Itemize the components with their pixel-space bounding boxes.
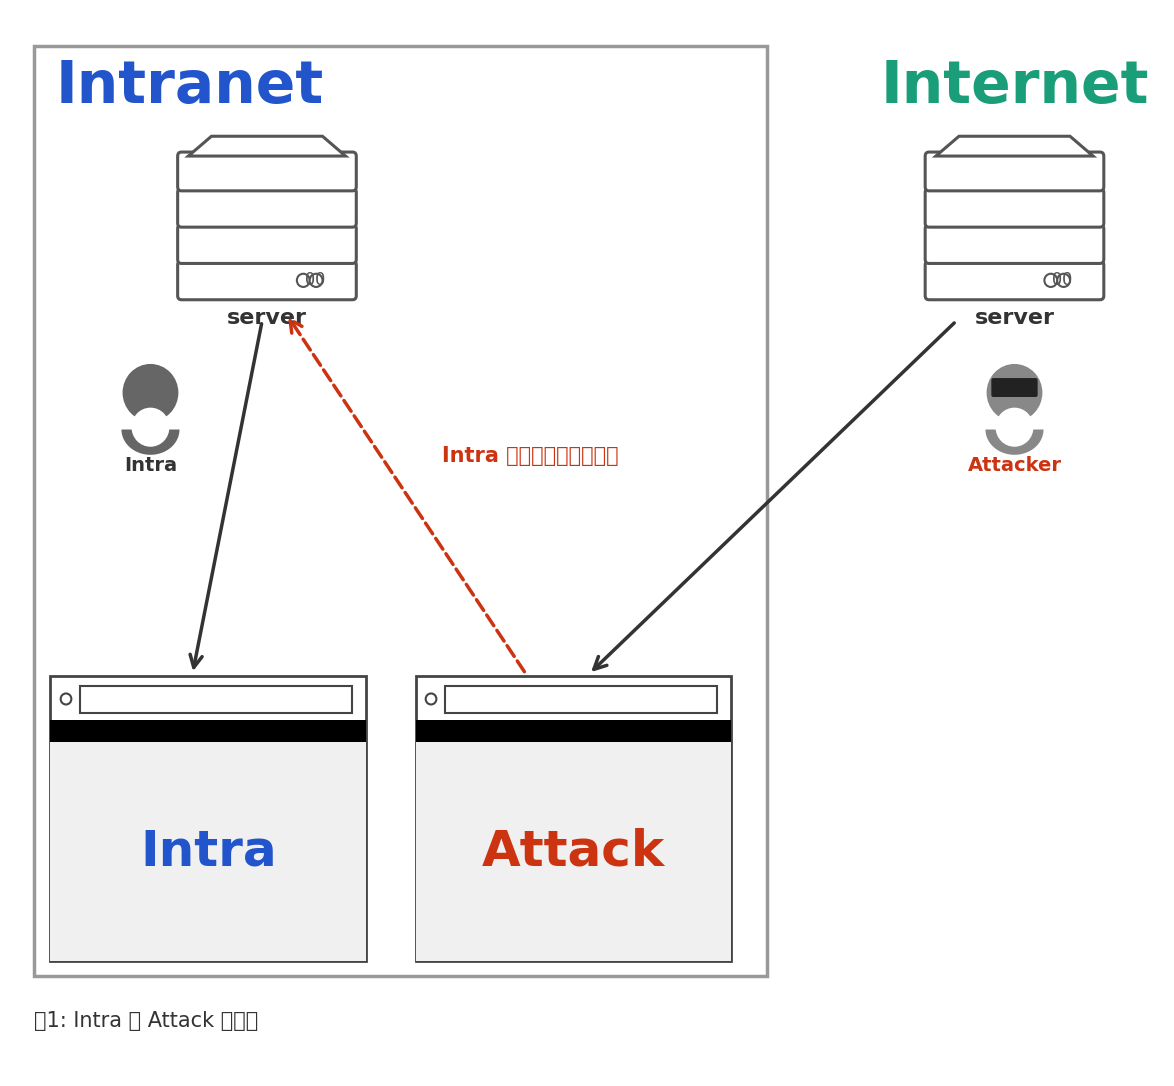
FancyBboxPatch shape — [925, 261, 1104, 300]
Bar — [416, 720, 731, 742]
Circle shape — [122, 364, 178, 421]
Text: Intra の情報を狙っている: Intra の情報を狙っている — [441, 446, 619, 466]
Bar — [416, 675, 731, 961]
Text: 図1: Intra と Attack の構成: 図1: Intra と Attack の構成 — [34, 1011, 258, 1031]
Circle shape — [61, 694, 72, 705]
Text: Intra: Intra — [124, 456, 177, 475]
FancyBboxPatch shape — [991, 378, 1038, 397]
Text: server: server — [227, 308, 306, 328]
Circle shape — [131, 407, 169, 446]
Text: server: server — [974, 308, 1054, 328]
Bar — [50, 720, 366, 742]
Bar — [34, 46, 767, 976]
Text: Intranet: Intranet — [55, 58, 324, 115]
Circle shape — [1058, 274, 1070, 287]
Text: Attacker: Attacker — [967, 456, 1061, 475]
Circle shape — [986, 364, 1043, 421]
FancyBboxPatch shape — [177, 188, 356, 227]
FancyBboxPatch shape — [925, 188, 1104, 227]
FancyBboxPatch shape — [177, 225, 356, 264]
FancyBboxPatch shape — [177, 261, 356, 300]
Bar — [50, 742, 366, 961]
Text: Internet: Internet — [880, 58, 1148, 115]
Text: Attack: Attack — [481, 828, 664, 875]
Circle shape — [310, 274, 323, 287]
Circle shape — [996, 407, 1033, 446]
Bar — [80, 685, 352, 714]
Bar — [445, 685, 717, 714]
Polygon shape — [121, 429, 180, 455]
Circle shape — [297, 274, 310, 287]
Bar — [50, 675, 366, 961]
Circle shape — [1045, 274, 1058, 287]
Text: Intra: Intra — [140, 828, 277, 875]
Polygon shape — [188, 136, 345, 156]
FancyBboxPatch shape — [925, 152, 1104, 191]
Bar — [416, 742, 731, 961]
FancyBboxPatch shape — [925, 225, 1104, 264]
Text: OO: OO — [305, 272, 325, 289]
Polygon shape — [985, 429, 1044, 455]
Circle shape — [426, 694, 437, 705]
FancyBboxPatch shape — [177, 152, 356, 191]
Text: OO: OO — [1052, 272, 1073, 289]
Polygon shape — [936, 136, 1093, 156]
